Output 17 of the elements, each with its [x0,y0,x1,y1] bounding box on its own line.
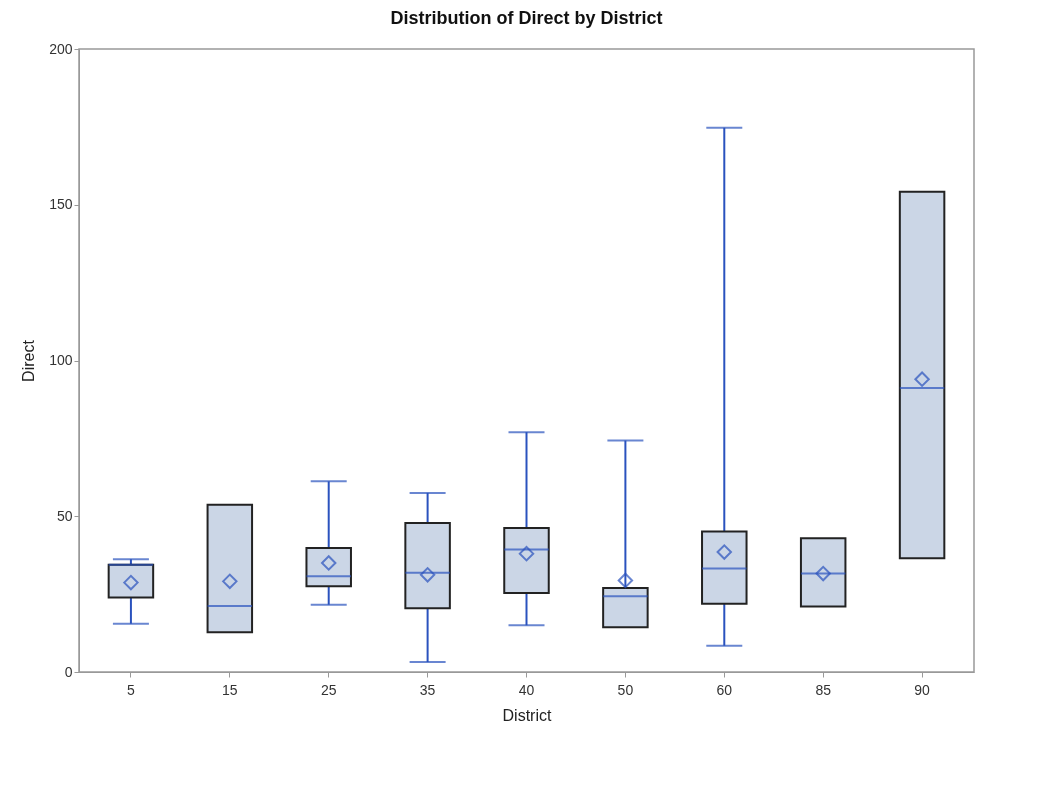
y-tick-label: 100 [49,352,73,368]
x-tick-label: 5 [127,681,136,698]
y-tick-label: 0 [64,663,73,680]
x-tick-label: 90 [914,681,931,698]
y-tick-label: 150 [49,196,73,213]
y-axis-title: Direct [20,339,38,382]
x-tick-label: 85 [815,681,832,698]
x-tick-label: 50 [617,681,634,698]
y-tick-label: 50 [56,507,73,524]
chart-title: Distribution of Direct by District [390,8,663,28]
y-tick-label: 200 [49,40,73,57]
x-tick-label: 15 [222,681,238,698]
x-tick-label: 35 [419,681,436,698]
x-tick-label: 60 [716,681,733,698]
x-axis-title: District [502,706,552,724]
x-tick-label: 40 [518,681,535,698]
x-tick-label: 25 [320,681,337,698]
